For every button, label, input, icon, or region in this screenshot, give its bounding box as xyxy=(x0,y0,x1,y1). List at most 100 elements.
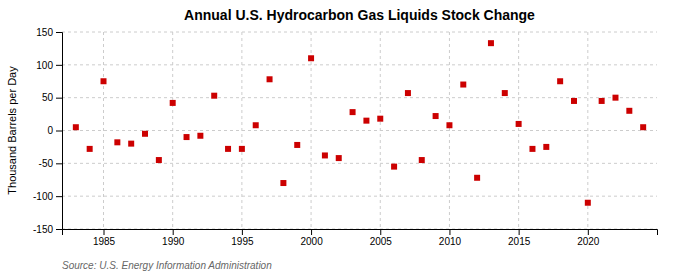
tick-mark xyxy=(56,131,62,132)
tick: 100 xyxy=(36,60,62,71)
point xyxy=(267,76,273,82)
grid-line xyxy=(62,163,657,164)
tick: 2020 xyxy=(577,229,600,247)
chart: 1985 1990 1995 2000 2005 2010 2015 2020 -150 -100… xyxy=(0,0,675,275)
tick: -100 xyxy=(33,191,62,202)
point xyxy=(599,98,605,104)
point xyxy=(377,116,383,122)
point xyxy=(557,78,563,84)
point xyxy=(460,82,466,88)
tick-label: 2015 xyxy=(508,236,531,247)
tick-mark xyxy=(56,163,62,164)
tick: 1995 xyxy=(231,229,254,247)
tick-mark xyxy=(56,32,62,33)
point xyxy=(114,139,120,145)
grid-line xyxy=(62,196,657,197)
point xyxy=(73,124,79,130)
point xyxy=(101,78,107,84)
tick-mark xyxy=(56,65,62,66)
tick: -150 xyxy=(33,224,62,235)
tick-label: 50 xyxy=(42,92,54,103)
axis-line xyxy=(63,230,658,236)
point xyxy=(640,124,646,130)
point xyxy=(405,90,411,96)
point xyxy=(585,200,591,206)
point xyxy=(571,98,577,104)
tick: 50 xyxy=(42,92,62,103)
tick-mark xyxy=(173,229,174,235)
point xyxy=(197,133,203,139)
point xyxy=(225,146,231,152)
tick: 2000 xyxy=(300,229,323,247)
point xyxy=(253,122,259,128)
grid-line xyxy=(62,130,657,131)
title: Annual U.S. Hydrocarbon Gas Liquids Stoc… xyxy=(184,7,535,23)
point xyxy=(211,93,217,99)
point xyxy=(419,157,425,163)
grid-line xyxy=(62,64,657,65)
tick: 1985 xyxy=(93,229,116,247)
tick: 150 xyxy=(36,27,62,38)
axis-line xyxy=(56,33,63,230)
tick-mark xyxy=(104,229,105,235)
point xyxy=(488,40,494,46)
tick: 0 xyxy=(47,125,62,136)
tick-mark xyxy=(56,98,62,99)
plot: 1985 1990 1995 2000 2005 2010 2015 2020 -150 -100… xyxy=(33,27,658,247)
tick-mark xyxy=(519,229,520,235)
point xyxy=(336,155,342,161)
grid-line xyxy=(62,97,657,98)
y-axis: -150 -100 -50 0 50 100 150 xyxy=(33,27,63,235)
grid-line xyxy=(587,32,588,229)
points xyxy=(73,40,646,206)
point xyxy=(322,152,328,158)
point xyxy=(516,121,522,127)
point xyxy=(363,118,369,124)
tick-label: 100 xyxy=(36,60,53,71)
annotation: Source: U.S. Energy Information Administ… xyxy=(62,260,272,271)
grid-line xyxy=(62,32,657,33)
point xyxy=(170,100,176,106)
point xyxy=(502,90,508,96)
tick-label: 2005 xyxy=(370,236,393,247)
x-axis: 1985 1990 1995 2000 2005 2010 2015 2020 xyxy=(63,229,658,247)
grid-line xyxy=(103,32,104,229)
point xyxy=(280,180,286,186)
point xyxy=(612,95,618,101)
y-axis-title: Thousand Barrels per Day xyxy=(6,66,18,195)
point xyxy=(391,164,397,170)
point xyxy=(543,144,549,150)
tick-label: 2020 xyxy=(577,236,600,247)
tick-mark xyxy=(56,196,62,197)
point xyxy=(142,131,148,137)
tick-label: 0 xyxy=(47,125,53,136)
point xyxy=(156,157,162,163)
point xyxy=(308,55,314,61)
tick-label: -100 xyxy=(33,191,53,202)
point xyxy=(294,142,300,148)
tick-mark xyxy=(449,229,450,235)
point xyxy=(626,108,632,114)
point xyxy=(184,134,190,140)
point xyxy=(433,113,439,119)
tick: 2005 xyxy=(370,229,393,247)
tick-mark xyxy=(56,229,62,230)
tick: 2010 xyxy=(439,229,462,247)
point xyxy=(87,146,93,152)
tick-label: -150 xyxy=(33,224,53,235)
tick-label: 1985 xyxy=(93,236,116,247)
point xyxy=(128,141,134,147)
grid xyxy=(62,32,657,229)
tick: 1990 xyxy=(162,229,185,247)
tick-mark xyxy=(588,229,589,235)
tick: -50 xyxy=(39,158,62,169)
grid-line xyxy=(449,32,450,229)
tick-label: 1990 xyxy=(162,236,185,247)
tick-label: 2010 xyxy=(439,236,462,247)
tick-label: -50 xyxy=(39,158,54,169)
point xyxy=(350,109,356,115)
point xyxy=(446,122,452,128)
tick-mark xyxy=(242,229,243,235)
tick-label: 2000 xyxy=(300,236,323,247)
point xyxy=(474,175,480,181)
